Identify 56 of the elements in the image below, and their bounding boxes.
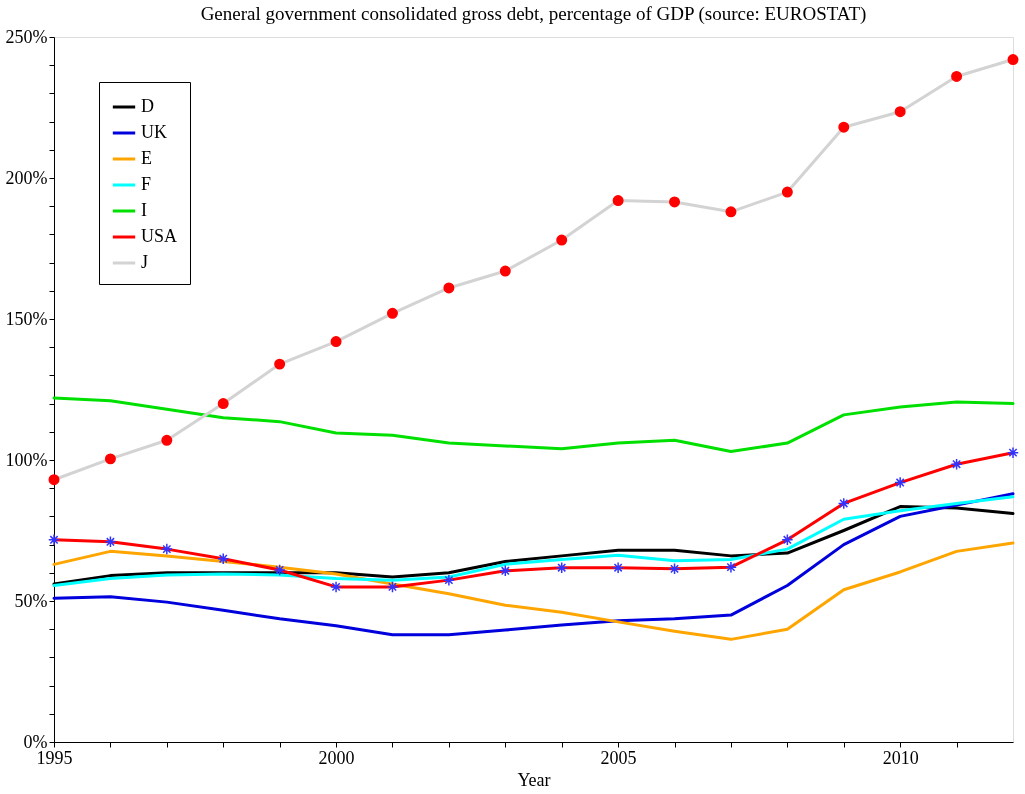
point: [499, 564, 512, 577]
point: [837, 497, 850, 510]
point: [160, 543, 173, 556]
point: [330, 336, 342, 348]
point: [48, 474, 60, 486]
legend-label: J: [141, 252, 149, 272]
point: [161, 434, 173, 446]
point: [612, 561, 625, 574]
point: [386, 307, 398, 319]
point: [951, 71, 963, 82]
x-tick-label: 2000: [318, 747, 355, 768]
point: [1007, 54, 1019, 66]
point: [217, 552, 230, 565]
point: [217, 398, 229, 410]
point: [442, 574, 455, 587]
point: [274, 358, 286, 370]
point: [950, 458, 963, 471]
point: [725, 206, 737, 218]
legend-label: D: [141, 96, 154, 116]
y-tick-label: 100%: [5, 449, 48, 470]
legend-label: UK: [141, 122, 167, 142]
point: [555, 561, 568, 574]
point: [48, 533, 60, 546]
point: [838, 121, 850, 133]
point: [104, 453, 116, 465]
y-tick-label: 50%: [14, 590, 48, 611]
point: [330, 580, 343, 593]
y-tick-label: 150%: [5, 308, 48, 329]
point: [499, 265, 511, 277]
point: [724, 561, 737, 574]
point: [386, 580, 399, 593]
point: [781, 186, 793, 198]
x-tick-label: 2005: [600, 747, 637, 768]
chart-title: General government consolidated gross debt, percentage of GDP (source: EUROSTAT): [200, 3, 867, 25]
legend-label: E: [141, 148, 152, 168]
point: [556, 234, 568, 246]
point: [104, 535, 117, 548]
point: [894, 106, 906, 118]
y-tick-label: 250%: [5, 26, 48, 47]
legend-label: F: [141, 174, 152, 194]
point: [781, 533, 794, 546]
legend-label: USA: [141, 226, 178, 246]
point: [273, 563, 286, 576]
point: [612, 195, 624, 207]
point: [894, 476, 907, 489]
line-series: [52, 541, 1015, 641]
point: [443, 282, 455, 294]
point: [1007, 446, 1019, 459]
x-tick-label: 2010: [882, 747, 919, 768]
point: [668, 562, 681, 575]
x-axis-title: Year: [517, 769, 551, 790]
legend-label: I: [141, 200, 147, 220]
line-series: [52, 396, 1015, 454]
line-series: [52, 492, 1015, 637]
y-tick-label: 200%: [5, 167, 48, 188]
point: [669, 196, 681, 208]
